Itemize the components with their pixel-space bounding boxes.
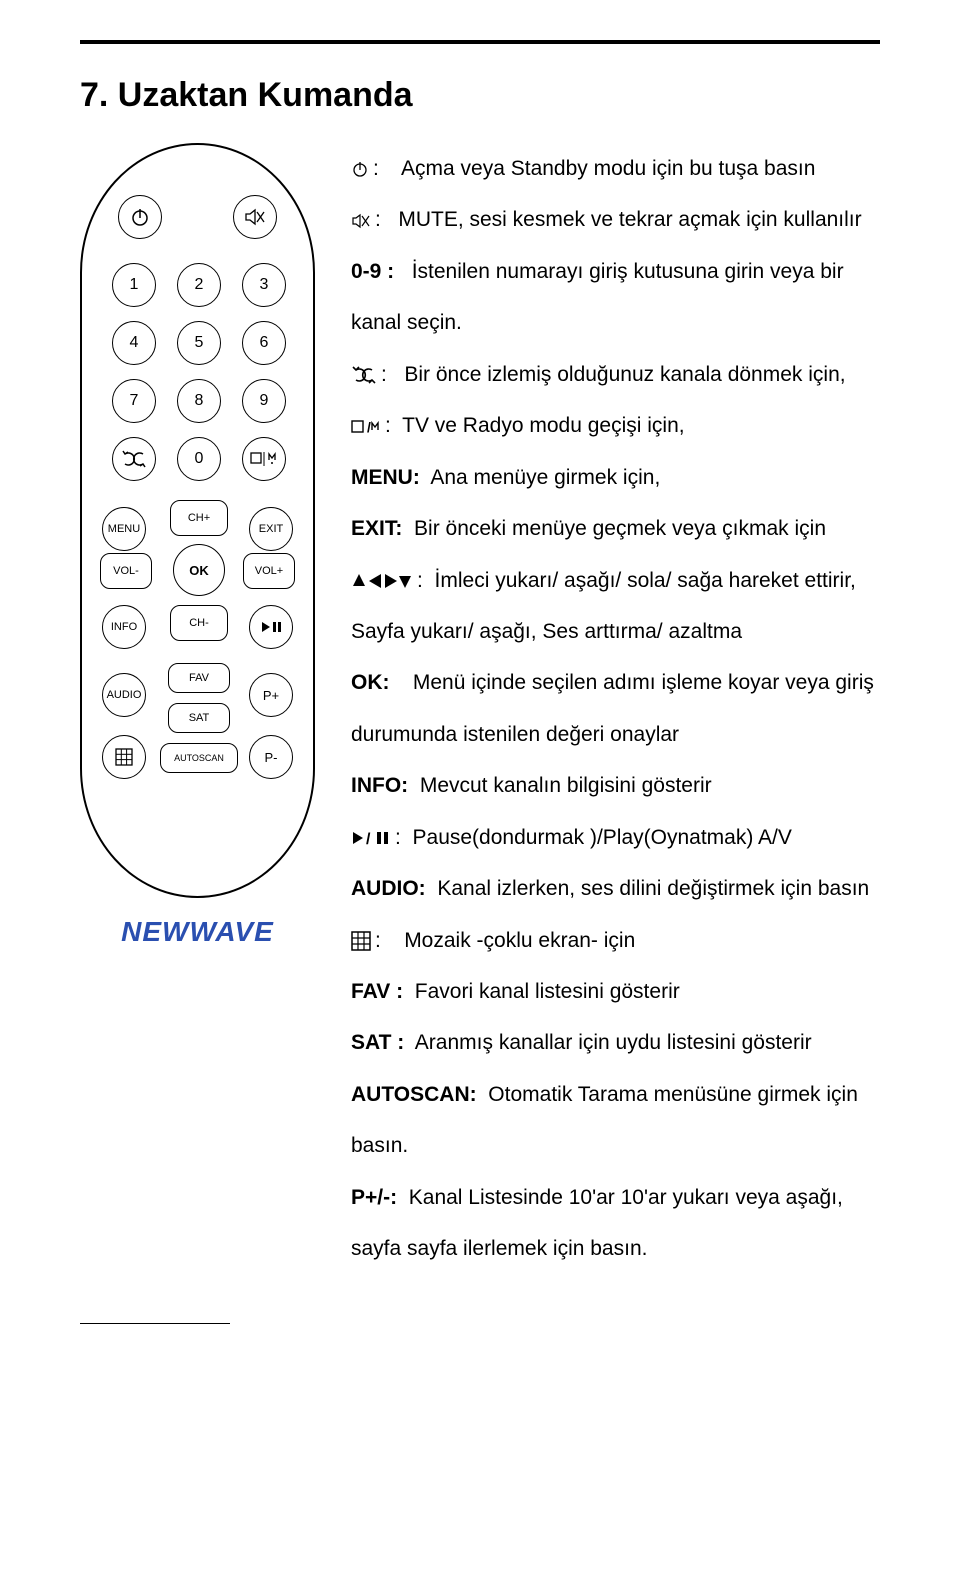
digit-7: 7 [112,379,156,423]
autoscan-label: AUTOSCAN: [351,1083,477,1106]
remote-column: 1 2 3 4 5 6 7 8 9 0 MENU EXIT CH+ CH- VO… [80,143,315,948]
line-num: 0-9 : İstenilen numarayı giriş kutusuna … [351,246,880,297]
tvradio-desc: TV ve Radyo modu geçişi için, [402,414,684,437]
line-audio: AUDIO: Kanal izlerken, ses dilini değişt… [351,863,880,914]
line-pplus2: sayfa sayfa ilerlemek için basın. [351,1223,880,1274]
mute-icon [351,212,371,230]
top-horizontal-rule [80,40,880,44]
tv-radio-button [242,437,286,481]
mute-button [233,195,277,239]
arrows-icon [351,572,413,590]
line-autoscan: AUTOSCAN: Otomatik Tarama menüsüne girme… [351,1069,880,1120]
digit-5: 5 [177,321,221,365]
description-column: : Açma veya Standby modu için bu tuşa ba… [351,143,880,1275]
exit-button: EXIT [249,507,293,551]
fav-desc: Favori kanal listesini gösterir [415,980,680,1003]
line-menu: MENU: Ana menüye girmek için, [351,452,880,503]
audio-button: AUDIO [102,673,146,717]
line-arrows: : İmleci yukarı/ aşağı/ sola/ sağa harek… [351,555,880,606]
line-tvradio: /: TV ve Radyo modu geçişi için, [351,400,880,451]
sat-button: SAT [168,703,230,733]
power-button [118,195,162,239]
fav-button: FAV [168,663,230,693]
line-num2: kanal seçin. [351,297,880,348]
line-fav: FAV : Favori kanal listesini gösterir [351,966,880,1017]
line-autoscan2: basın. [351,1120,880,1171]
playpause-desc: Pause(dondurmak )/Play(Oynatmak) A/V [413,826,792,849]
audio-label: AUDIO: [351,877,426,900]
line-playpause: /: Pause(dondurmak )/Play(Oynatmak) A/V [351,812,880,863]
line-info: INFO: Mevcut kanalın bilgisini gösterir [351,760,880,811]
autoscan-desc: Otomatik Tarama menüsüne girmek için [488,1083,858,1106]
arrows-desc: İmleci yukarı/ aşağı/ sola/ sağa hareket… [435,569,856,592]
exit-desc: Bir önceki menüye geçmek veya çıkmak içi… [414,517,826,540]
line-exit: EXIT: Bir önceki menüye geçmek veya çıkm… [351,503,880,554]
ok-desc: Menü içinde seçilen adımı işleme koyar v… [413,671,874,694]
line-ok2: durumunda istenilen değeri onaylar [351,709,880,760]
digit-4: 4 [112,321,156,365]
recall-desc: Bir önce izlemiş olduğunuz kanala dönmek… [404,363,845,386]
sat-desc: Aranmış kanallar için uydu listesini gös… [415,1031,812,1054]
svg-text:/: / [367,419,371,435]
play-pause-button [249,605,293,649]
exit-label: EXIT: [351,517,402,540]
digit-3: 3 [242,263,286,307]
fav-label: FAV : [351,980,403,1003]
num-desc: İstenilen numarayı giriş kutusuna girin … [412,260,844,283]
line-power: : Açma veya Standby modu için bu tuşa ba… [351,143,880,194]
vol-minus-button: VOL- [100,553,152,589]
ch-minus-button: CH- [170,605,228,641]
tv-radio-icon: / [351,419,381,435]
digit-2: 2 [177,263,221,307]
bottom-horizontal-rule [80,1323,230,1324]
line-arrows2: Sayfa yukarı/ aşağı, Ses arttırma/ azalt… [351,606,880,657]
info-button: INFO [102,605,146,649]
autoscan-button: AUTOSCAN [160,743,238,773]
mosaic-desc: Mozaik -çoklu ekran- için [404,929,635,952]
recall-button [112,437,156,481]
line-sat: SAT : Aranmış kanallar için uydu listesi… [351,1017,880,1068]
digit-9: 9 [242,379,286,423]
mosaic-icon [351,931,371,951]
mosaic-button [102,735,146,779]
sat-label: SAT : [351,1031,404,1054]
info-label: INFO: [351,774,408,797]
digit-1: 1 [112,263,156,307]
brand-logo: NEWWAVE [121,916,274,948]
content-row: 1 2 3 4 5 6 7 8 9 0 MENU EXIT CH+ CH- VO… [80,143,880,1275]
recall-icon [351,366,377,384]
power-icon [351,160,369,178]
svg-text:/: / [366,831,371,846]
play-pause-icon: / [351,830,391,846]
remote-diagram: 1 2 3 4 5 6 7 8 9 0 MENU EXIT CH+ CH- VO… [80,143,315,898]
info-desc: Mevcut kanalın bilgisini gösterir [420,774,712,797]
vol-plus-button: VOL+ [243,553,295,589]
ok-label: OK: [351,671,390,694]
line-recall: : Bir önce izlemiş olduğunuz kanala dönm… [351,349,880,400]
digit-0: 0 [177,437,221,481]
line-mute: : MUTE, sesi kesmek ve tekrar açmak için… [351,194,880,245]
ch-plus-button: CH+ [170,500,228,536]
p-minus-button: P- [249,735,293,779]
page-title: 7. Uzaktan Kumanda [80,76,880,115]
digit-6: 6 [242,321,286,365]
num-label: 0-9 : [351,260,394,283]
audio-desc: Kanal izlerken, ses dilini değiştirmek i… [437,877,869,900]
menu-label: MENU: [351,466,420,489]
ok-button: OK [173,544,225,596]
power-desc: Açma veya Standby modu için bu tuşa bası… [401,157,815,180]
line-pplus: P+/-: Kanal Listesinde 10'ar 10'ar yukar… [351,1172,880,1223]
p-plus-button: P+ [249,673,293,717]
pplus-desc: Kanal Listesinde 10'ar 10'ar yukarı veya… [409,1186,843,1209]
line-mosaic: : Mozaik -çoklu ekran- için [351,915,880,966]
menu-button: MENU [102,507,146,551]
menu-desc: Ana menüye girmek için, [430,466,660,489]
line-ok: OK: Menü içinde seçilen adımı işleme koy… [351,657,880,708]
mute-desc: MUTE, sesi kesmek ve tekrar açmak için k… [398,208,861,231]
pplus-label: P+/-: [351,1186,397,1209]
digit-8: 8 [177,379,221,423]
